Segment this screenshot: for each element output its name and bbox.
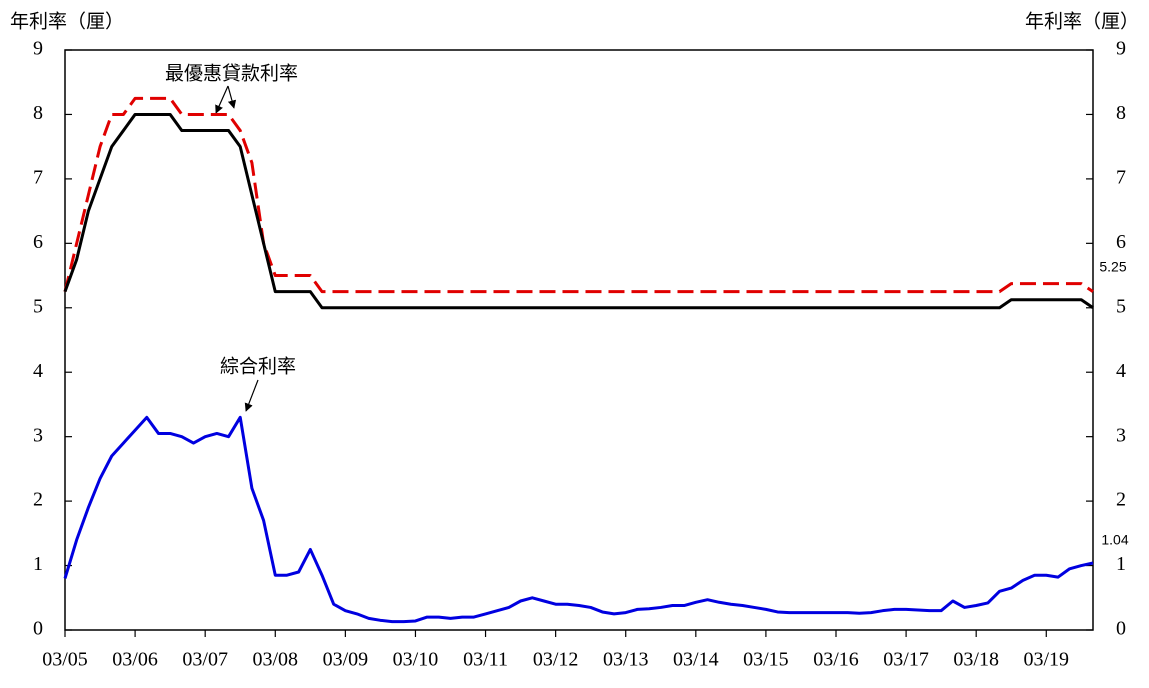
x-tick-label: 03/13 — [603, 649, 649, 671]
annotation: 綜合利率 — [220, 356, 296, 378]
y2-tick-label: 3 — [1116, 424, 1126, 446]
x-tick-label: 03/08 — [252, 649, 298, 671]
x-tick-label: 03/18 — [953, 649, 999, 671]
plot-frame — [64, 49, 1094, 631]
annotation-arrow — [244, 379, 259, 412]
x-tick-label: 03/14 — [673, 649, 719, 671]
y2-tick-label: 2 — [1116, 489, 1126, 511]
y-tick-label: 0 — [33, 618, 43, 640]
y-tick-label: 5 — [33, 295, 43, 317]
y2-tick-label: 5 — [1116, 295, 1126, 317]
data-label: 5.25 — [1099, 258, 1126, 274]
series-line — [63, 415, 1094, 624]
y-tick-label: 6 — [33, 231, 43, 253]
y-tick-label: 1 — [33, 553, 43, 575]
x-tick-label: 03/16 — [813, 649, 859, 671]
x-tick-label: 03/06 — [112, 649, 158, 671]
y-tick-label: 2 — [33, 489, 43, 511]
y2-tick-label: 9 — [1116, 38, 1126, 60]
y2-tick-label: 0 — [1116, 618, 1126, 640]
x-tick-label: 03/09 — [323, 649, 369, 671]
y-tick-label: 7 — [33, 166, 43, 188]
series-line — [63, 112, 1094, 310]
annotation: 最優惠貸款利率 — [165, 63, 298, 85]
x-tick-label: 03/10 — [393, 649, 439, 671]
y2-tick-label: 7 — [1116, 166, 1126, 188]
y-tick-label: 3 — [33, 424, 43, 446]
y2-tick-label: 1 — [1116, 553, 1126, 575]
y-axis-title: 年利率（厘） — [10, 11, 124, 33]
x-tick-label: 03/12 — [533, 649, 579, 671]
y2-axis-title: 年利率（厘） — [1025, 11, 1139, 33]
data-label: 1.04 — [1101, 532, 1128, 548]
y-tick-label: 8 — [33, 102, 43, 124]
x-tick-label: 03/07 — [182, 649, 228, 671]
y2-tick-label: 6 — [1116, 231, 1126, 253]
y2-tick-label: 4 — [1116, 360, 1126, 382]
annotation-arrow — [227, 85, 237, 109]
x-tick-label: 03/15 — [743, 649, 789, 671]
series-line — [63, 96, 1094, 294]
x-tick-label: 03/05 — [42, 649, 88, 671]
y-tick-label: 9 — [33, 38, 43, 60]
x-tick-label: 03/19 — [1023, 649, 1069, 671]
y2-tick-label: 8 — [1116, 102, 1126, 124]
x-tick-label: 03/17 — [883, 649, 929, 671]
y-tick-label: 4 — [33, 360, 43, 382]
x-tick-label: 03/11 — [463, 649, 508, 671]
annotation-arrow — [215, 85, 229, 114]
